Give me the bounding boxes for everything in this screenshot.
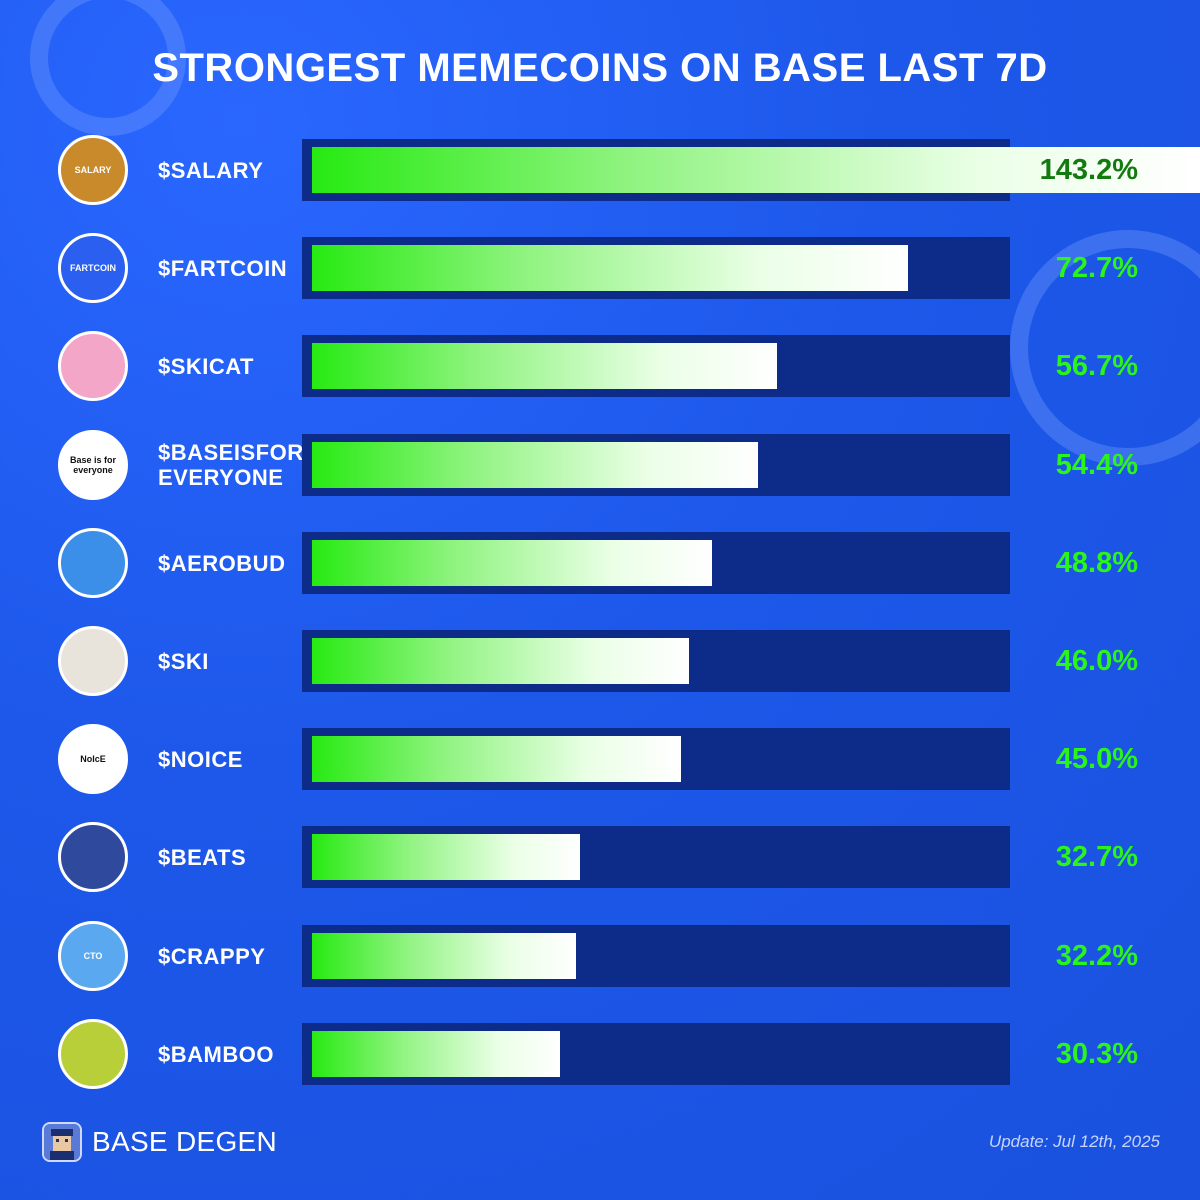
coin-name: $SKI [158,626,308,696]
coin-name-line: $SKICAT [158,353,254,379]
data-label: 54.4% [1055,448,1138,481]
bar [312,442,758,488]
bar [312,1031,560,1077]
data-label: 45.0% [1055,742,1138,775]
data-label: 32.7% [1055,840,1138,873]
chart-row: SALARY $SALARY 143.2% [0,135,1200,205]
coin-name: $SKICAT [158,331,308,401]
base-is-for-everyone-icon: Base is for everyone [58,430,128,500]
coin-name-line: $BASEISFOR [158,440,304,465]
coin-name-line: $BEATS [158,844,247,870]
chart-row: FARTCOIN $FARTCOIN 72.7% [0,233,1200,303]
golden-retriever-icon [58,528,128,598]
bar [312,540,712,586]
bar [312,736,681,782]
salary-coin-icon: SALARY [58,135,128,205]
data-label: 46.0% [1055,644,1138,677]
coin-name-line: $SALARY [158,157,264,183]
bar [312,933,576,979]
koala-character-icon [58,822,128,892]
coin-name-line: $NOICE [158,746,243,772]
base-degen-logo-icon [42,1122,82,1162]
chart-row: $BAMBOO 30.3% [0,1019,1200,1089]
coin-name-line: $CRAPPY [158,943,266,969]
bar [312,245,908,291]
coin-name: $BEATS [158,822,308,892]
pink-ski-mask-cat-icon [58,331,128,401]
data-label: 48.8% [1055,546,1138,579]
brand-name: BASE DEGEN [92,1126,278,1157]
coin-name: $BASEISFOR EVERYONE [158,430,308,500]
bar [312,147,1200,193]
chart-row: CTO $CRAPPY 32.2% [0,921,1200,991]
coin-name-line: $AEROBUD [158,550,286,576]
coin-name-line: $FARTCOIN [158,255,288,281]
ski-dog-icon [58,626,128,696]
bamboo-icon [58,1019,128,1089]
coin-name: $CRAPPY [158,921,308,991]
bar [312,834,580,880]
bar [312,343,777,389]
chart-row: Base is for everyone $BASEISFOR EVERYONE 54… [0,430,1200,500]
coin-name: $BAMBOO [158,1019,308,1089]
chart-row: $AEROBUD 48.8% [0,528,1200,598]
coin-name: $NOICE [158,724,308,794]
coin-name-line: $SKI [158,648,209,674]
noice-text-icon: NoIcE [58,724,128,794]
coin-name: $SALARY [158,135,308,205]
fartcoin-icon: FARTCOIN [58,233,128,303]
coin-name-line: $BAMBOO [158,1041,274,1067]
update-date: Update: Jul 12th, 2025 [988,1132,1160,1151]
chart-row: $BEATS 32.7% [0,822,1200,892]
bar [312,638,689,684]
chart-row: $SKI 46.0% [0,626,1200,696]
data-label: 32.2% [1055,939,1138,972]
coin-name: $FARTCOIN [158,233,308,303]
chart-row: $SKICAT 56.7% [0,331,1200,401]
chart-title: STRONGEST MEMECOINS ON BASE LAST 7D [152,46,1048,90]
data-label: 143.2% [1039,153,1138,186]
data-label: 30.3% [1055,1037,1138,1070]
crappy-bird-icon: CTO [58,921,128,991]
data-label: 56.7% [1055,349,1138,382]
coin-name-line: EVERYONE [158,465,284,490]
data-label: 72.7% [1055,251,1138,284]
coin-name: $AEROBUD [158,528,308,598]
chart-row: NoIcE $NOICE 45.0% [0,724,1200,794]
